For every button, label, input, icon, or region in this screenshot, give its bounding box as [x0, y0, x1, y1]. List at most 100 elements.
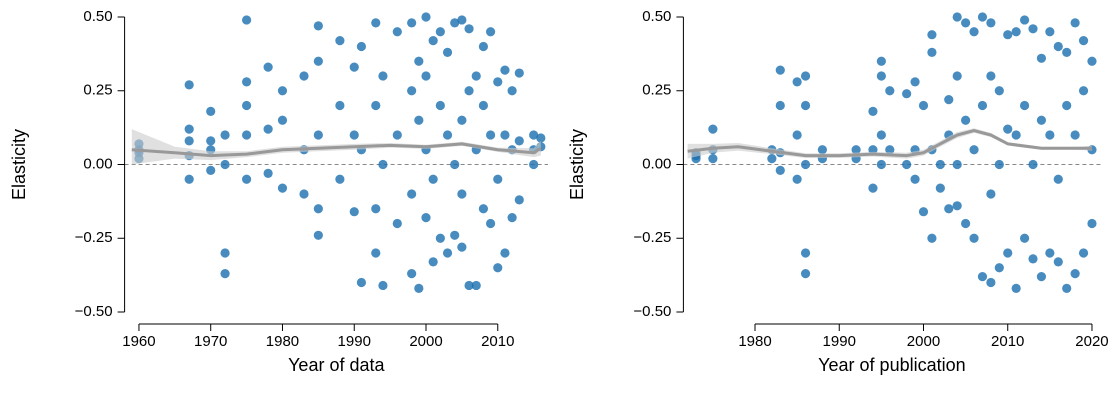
point	[457, 189, 467, 199]
point	[1078, 86, 1089, 96]
point	[918, 207, 929, 217]
point	[493, 263, 503, 273]
point	[457, 242, 467, 252]
point	[1078, 248, 1089, 258]
point	[349, 62, 359, 72]
point	[1062, 47, 1072, 58]
point	[952, 201, 962, 211]
point	[851, 145, 861, 155]
point	[500, 130, 510, 140]
point	[792, 77, 802, 87]
x-tick-label: 1960	[122, 333, 155, 350]
point	[885, 145, 895, 155]
point	[220, 159, 230, 170]
point	[485, 130, 496, 140]
point	[902, 159, 912, 170]
point	[800, 248, 811, 258]
x-tick-label: 1990	[823, 333, 856, 350]
point	[514, 68, 524, 78]
point	[507, 86, 517, 96]
point	[220, 248, 230, 258]
y-tick-label: 0.25	[83, 82, 112, 99]
point	[910, 77, 920, 87]
point	[457, 15, 467, 25]
point	[493, 174, 503, 184]
point	[435, 100, 445, 111]
point	[313, 130, 323, 140]
point	[220, 130, 230, 140]
point	[356, 277, 367, 288]
point	[935, 159, 945, 170]
y-axis-title: Elasticity	[567, 129, 587, 200]
point	[708, 154, 718, 164]
point	[969, 27, 979, 37]
point	[1070, 18, 1080, 28]
point	[371, 248, 381, 258]
point	[792, 130, 802, 140]
point	[876, 159, 886, 170]
x-tick-label: 1990	[338, 333, 371, 350]
panel: −0.50 −0.25 0.00 0.25 0.50 1980 1990 2000 2010 20…	[567, 8, 1109, 375]
point	[868, 106, 878, 116]
point	[536, 133, 546, 143]
point	[184, 174, 194, 184]
point	[817, 145, 828, 155]
point	[263, 62, 273, 72]
point	[378, 159, 388, 170]
point	[1028, 254, 1038, 264]
point	[1019, 15, 1030, 25]
point	[1019, 233, 1030, 243]
smooth-line	[687, 129, 1092, 158]
point	[902, 89, 912, 99]
point	[1003, 30, 1013, 40]
point	[471, 71, 481, 81]
point	[313, 204, 323, 214]
point	[392, 130, 402, 140]
point	[1053, 41, 1063, 52]
point	[435, 27, 445, 37]
point	[206, 165, 216, 175]
point	[977, 272, 988, 282]
x-tick-label: 1980	[266, 333, 299, 350]
point	[1087, 218, 1097, 229]
point	[371, 100, 381, 111]
point	[885, 86, 895, 96]
point	[986, 18, 996, 28]
point	[1011, 27, 1021, 37]
point	[277, 86, 288, 96]
point	[1045, 248, 1055, 258]
point	[500, 65, 510, 75]
y-tick-label: −0.50	[75, 303, 113, 320]
panel: −0.50 −0.25 0.00 0.25 0.50 1960 1970 1980 1990 20…	[9, 8, 548, 375]
point	[313, 56, 323, 66]
y-tick-label: 0.25	[642, 82, 671, 99]
point	[977, 12, 988, 22]
point	[927, 30, 937, 40]
point	[421, 71, 431, 81]
point	[952, 71, 962, 81]
point	[944, 95, 954, 105]
point	[335, 100, 345, 111]
point	[1053, 174, 1063, 184]
point	[800, 269, 811, 279]
point	[1028, 24, 1038, 34]
point	[421, 12, 431, 22]
point	[986, 277, 996, 288]
point	[500, 248, 510, 258]
point	[464, 280, 474, 291]
x-tick-label: 1980	[738, 333, 771, 350]
point	[994, 263, 1004, 273]
x-tick-label: 2000	[409, 333, 442, 350]
point	[241, 130, 252, 140]
x-tick-label: 2020	[1075, 333, 1108, 350]
point	[977, 100, 988, 111]
point	[529, 130, 539, 140]
point	[1011, 283, 1021, 293]
y-tick-label: −0.50	[633, 303, 671, 320]
point	[775, 100, 785, 111]
point	[220, 269, 230, 279]
point	[407, 189, 417, 199]
point	[241, 77, 252, 87]
point	[349, 207, 359, 217]
point	[428, 174, 438, 184]
